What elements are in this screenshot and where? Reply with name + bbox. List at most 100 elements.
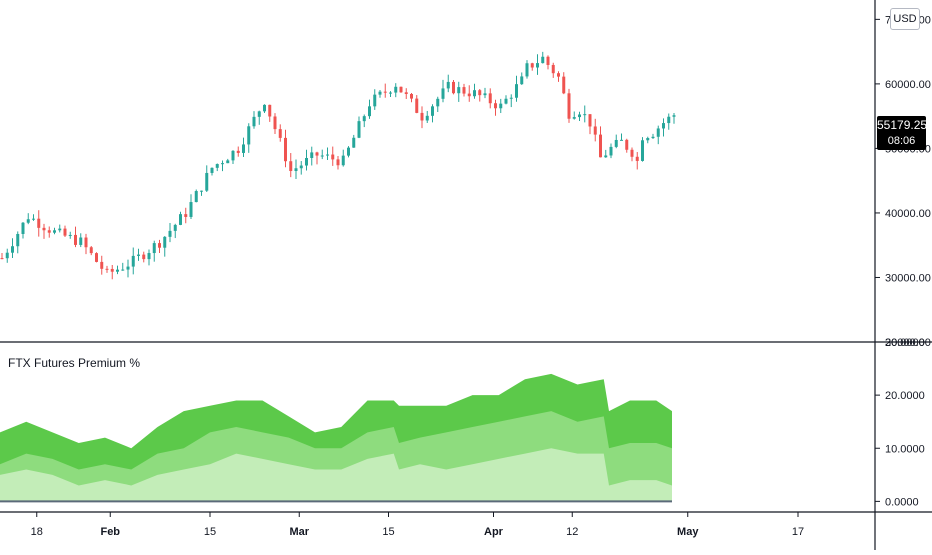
candle-body bbox=[320, 155, 324, 157]
candle-body bbox=[383, 91, 387, 93]
candle-body bbox=[614, 139, 618, 147]
candle-body bbox=[37, 218, 41, 228]
candle-body bbox=[530, 63, 534, 68]
last-price-tag: 55179.25 08:06 bbox=[877, 116, 927, 150]
candle-body bbox=[656, 128, 660, 137]
candle-body bbox=[341, 155, 345, 166]
candle-body bbox=[336, 159, 340, 166]
candle-body bbox=[11, 246, 14, 253]
indicator-title: FTX Futures Premium % bbox=[8, 356, 141, 370]
premium-tick-label: 20.0000 bbox=[885, 390, 925, 402]
price-pane bbox=[0, 18, 880, 343]
candle-body bbox=[415, 98, 419, 113]
candle-body bbox=[284, 137, 287, 162]
candle-body bbox=[158, 243, 161, 248]
candle-body bbox=[110, 268, 114, 272]
candle-body bbox=[583, 114, 587, 116]
candle-body bbox=[26, 219, 30, 223]
candle-body bbox=[47, 230, 51, 233]
candle-body bbox=[452, 81, 455, 94]
candle-body bbox=[557, 73, 560, 77]
candle-body bbox=[121, 269, 125, 271]
candle-body bbox=[16, 233, 20, 247]
candle-body bbox=[425, 115, 429, 121]
candle-body bbox=[562, 76, 566, 94]
candle-body bbox=[572, 117, 576, 119]
candle-body bbox=[63, 228, 67, 236]
candle-body bbox=[278, 129, 282, 138]
candle-body bbox=[373, 94, 377, 107]
candle-body bbox=[247, 126, 251, 145]
candle-body bbox=[520, 76, 524, 85]
candle-body bbox=[473, 90, 476, 97]
price-tick-label: 60000.00 bbox=[885, 79, 931, 91]
candle-body bbox=[551, 64, 555, 74]
candle-body bbox=[95, 253, 98, 262]
candle-body bbox=[410, 93, 413, 99]
candle-body bbox=[431, 106, 434, 116]
candle-body bbox=[42, 227, 46, 231]
candle-body bbox=[331, 154, 335, 160]
premium-tick-label: 30.0000 bbox=[885, 337, 925, 349]
candle-body bbox=[347, 147, 350, 156]
candle-body bbox=[173, 224, 177, 231]
candle-body bbox=[525, 63, 529, 77]
candle-body bbox=[273, 116, 277, 130]
candle-body bbox=[184, 214, 188, 217]
candle-body bbox=[263, 104, 266, 112]
candle-body bbox=[546, 56, 550, 65]
candle-body bbox=[446, 81, 450, 89]
premium-tick-label: 10.0000 bbox=[885, 443, 925, 455]
candle-body bbox=[567, 93, 571, 119]
premium-pane bbox=[0, 341, 880, 503]
candle-body bbox=[268, 104, 272, 117]
candle-body bbox=[368, 106, 371, 117]
candle-body bbox=[404, 92, 408, 94]
candle-body bbox=[362, 116, 366, 122]
time-tick-label: 15 bbox=[382, 526, 394, 538]
candle-body bbox=[357, 121, 361, 138]
candle-body bbox=[289, 161, 293, 172]
candle-body bbox=[436, 98, 440, 107]
candle-body bbox=[483, 93, 487, 96]
candle-body bbox=[147, 253, 151, 260]
time-tick-label: 15 bbox=[204, 526, 216, 538]
candle-body bbox=[499, 103, 503, 109]
candle-body bbox=[635, 156, 639, 161]
candle-body bbox=[205, 172, 209, 191]
candle-body bbox=[236, 150, 240, 153]
candle-body bbox=[215, 164, 219, 168]
bar-countdown: 08:06 bbox=[887, 135, 916, 147]
candle-body bbox=[68, 234, 72, 236]
candle-body bbox=[194, 191, 198, 203]
candle-body bbox=[515, 84, 518, 98]
candle-body bbox=[252, 116, 256, 127]
price-tick-label: 30000.00 bbox=[885, 272, 931, 284]
candle-body bbox=[210, 167, 214, 173]
candle-body bbox=[5, 252, 9, 259]
candle-body bbox=[58, 228, 62, 231]
candle-body bbox=[79, 237, 83, 245]
candle-body bbox=[672, 115, 676, 117]
candle-body bbox=[604, 155, 608, 158]
candle-body bbox=[578, 114, 581, 118]
candle-body bbox=[257, 111, 261, 117]
candle-body bbox=[541, 56, 545, 64]
candle-body bbox=[509, 97, 513, 99]
candle-body bbox=[168, 230, 172, 237]
candle-body bbox=[467, 93, 471, 97]
price-tick-label: 40000.00 bbox=[885, 208, 931, 220]
candle-body bbox=[488, 93, 492, 104]
candle-body bbox=[588, 114, 592, 127]
candle-body bbox=[89, 247, 93, 254]
candle-body bbox=[599, 134, 602, 158]
candle-body bbox=[131, 255, 135, 267]
candle-body bbox=[315, 152, 319, 156]
premium-tick-label: 0.0000 bbox=[885, 496, 919, 508]
candle-body bbox=[53, 230, 56, 233]
time-tick-label: Mar bbox=[289, 526, 309, 538]
candle-body bbox=[163, 236, 167, 248]
candle-body bbox=[200, 190, 203, 192]
candle-body bbox=[0, 258, 4, 260]
currency-badge[interactable]: USD bbox=[890, 8, 920, 30]
